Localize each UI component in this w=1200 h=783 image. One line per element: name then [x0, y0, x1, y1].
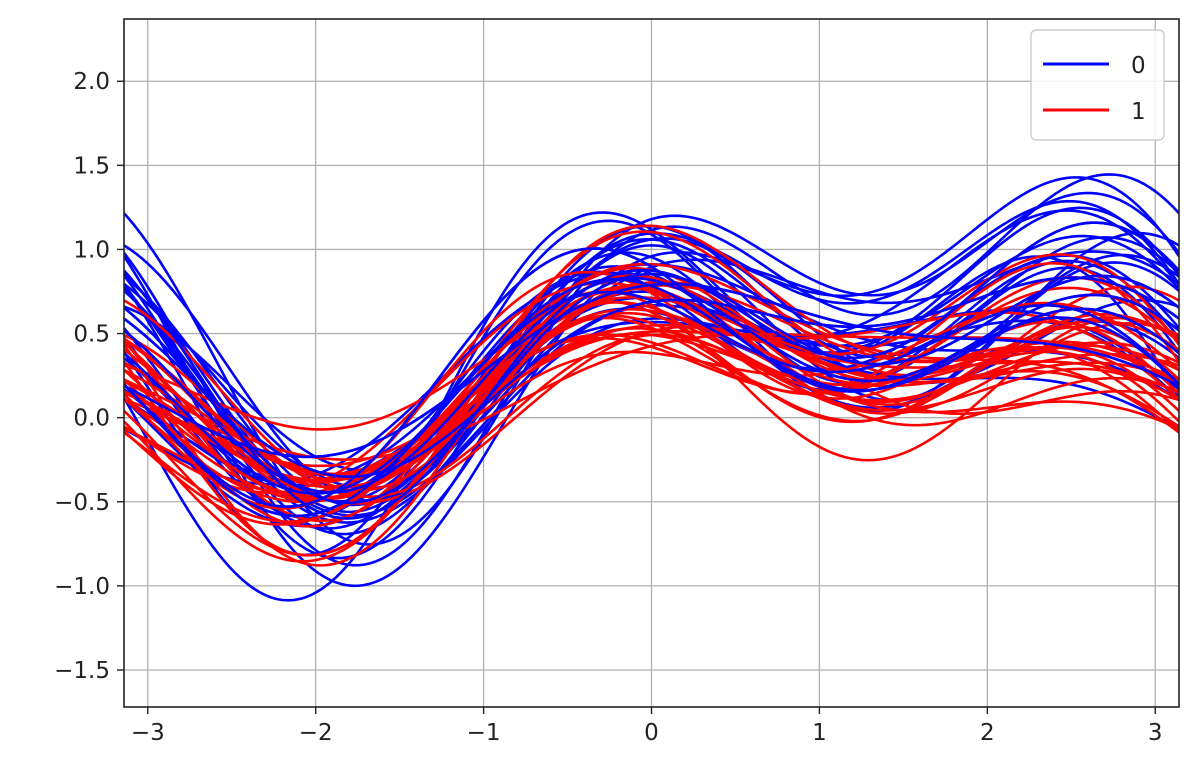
y-tick-label: 1.5 — [73, 153, 110, 179]
curve-series-0 — [124, 221, 1179, 520]
curve-series-1 — [124, 295, 1179, 431]
curve-series-0 — [124, 176, 1179, 588]
legend-box — [1030, 29, 1165, 141]
curve-series-0 — [124, 211, 1179, 602]
x-tick-label: 0 — [644, 720, 659, 746]
x-tick-label: −2 — [299, 720, 333, 746]
x-tick-label: 2 — [980, 720, 995, 746]
curve-series-1 — [124, 224, 1179, 557]
y-tick-label: 2.0 — [73, 69, 110, 95]
x-tick-label: −1 — [467, 720, 501, 746]
y-tick-label: −0.5 — [54, 490, 110, 516]
curve-series-1 — [124, 325, 1179, 505]
grid — [124, 19, 1179, 707]
x-tick-label: −3 — [131, 720, 165, 746]
curve-series-0 — [124, 247, 1179, 508]
curve-series-1 — [124, 280, 1179, 489]
curve-series-0 — [124, 290, 1179, 518]
curves — [124, 173, 1179, 602]
y-tick-label: 0.5 — [73, 322, 110, 348]
axis-ticks: −3 −2 −1 0 1 2 3 −1.5 −1.0 −0.5 0.0 0.5 1.0 1.5 2.0 — [54, 69, 1162, 746]
y-tick-label: −1.5 — [54, 658, 110, 684]
curve-series-0 — [124, 199, 1179, 560]
curve-series-1 — [124, 253, 1179, 567]
legend-label-0: 0 — [1131, 53, 1146, 79]
curve-series-1 — [124, 301, 1179, 502]
curve-series-1 — [124, 286, 1179, 484]
y-tick-label: 1.0 — [73, 237, 110, 263]
legend: 01 — [1030, 29, 1165, 141]
curve-series-0 — [124, 191, 1179, 567]
curve-series-1 — [124, 230, 1179, 501]
curve-series-0 — [124, 276, 1179, 479]
curve-series-1 — [124, 276, 1179, 523]
x-tick-label: 1 — [812, 720, 827, 746]
legend-label-1: 1 — [1131, 99, 1146, 125]
x-tick-label: 3 — [1148, 720, 1163, 746]
y-tick-label: −1.0 — [54, 574, 110, 600]
y-tick-label: 0.0 — [73, 406, 110, 432]
curve-series-1 — [124, 262, 1179, 523]
curve-series-0 — [124, 282, 1179, 459]
